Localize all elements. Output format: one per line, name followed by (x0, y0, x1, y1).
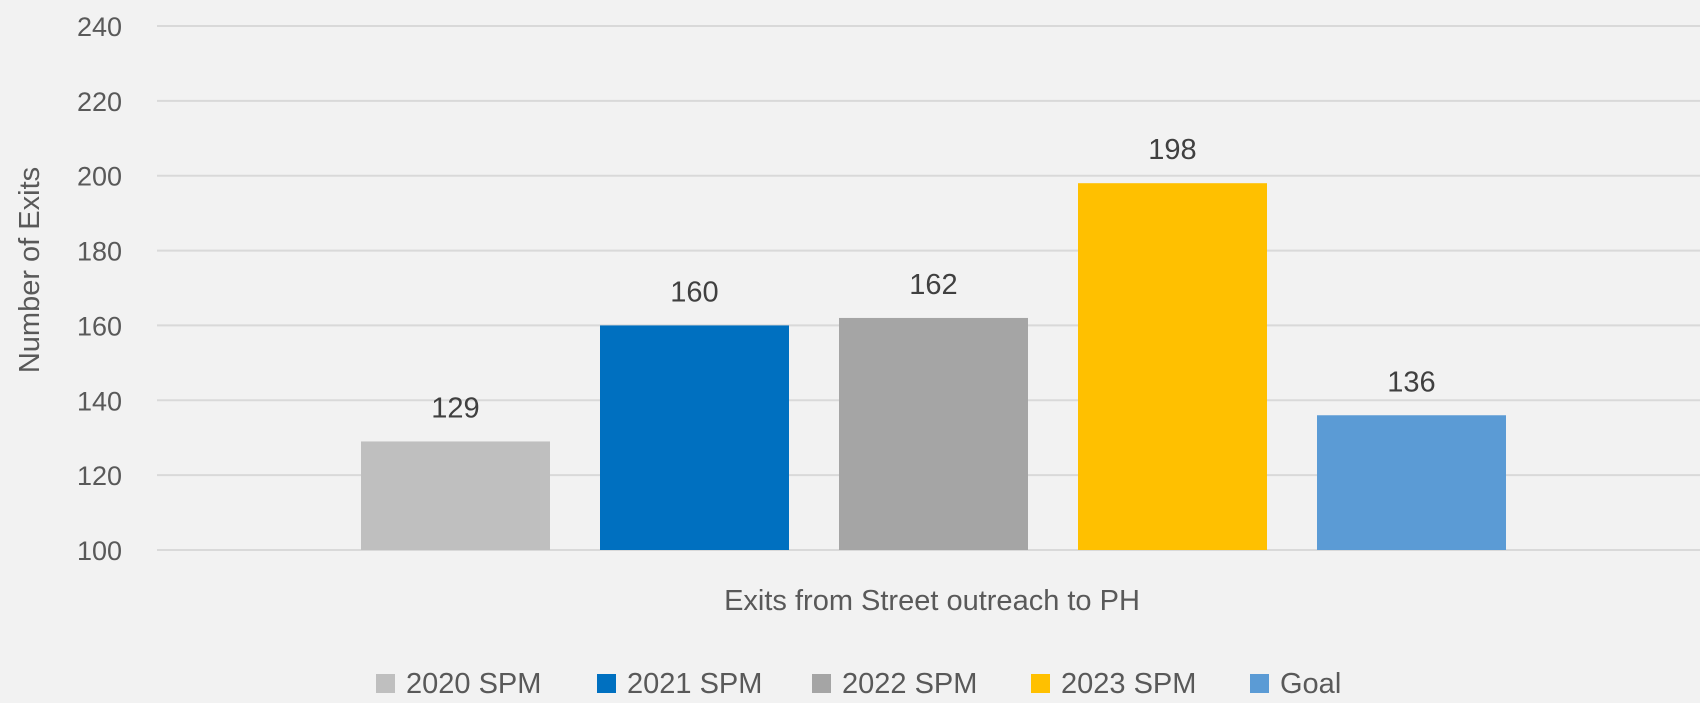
data-label: 160 (670, 276, 718, 308)
legend-swatch (597, 674, 616, 693)
bar (839, 317, 1028, 550)
data-labels: 129 160 162 198 136 (431, 134, 1435, 424)
legend-swatch (812, 674, 831, 693)
legend-item: 2022 SPM (812, 668, 977, 700)
legend: 2020 SPM 2021 SPM 2022 SPM 2023 SPM Goal (376, 668, 1341, 700)
y-tick-label: 200 (77, 162, 122, 192)
y-axis-title: Number of Exits (14, 167, 46, 373)
y-tick-label: 120 (77, 461, 122, 491)
x-axis-category-label: Exits from Street outreach to PH (724, 585, 1140, 617)
data-label: 129 (431, 392, 479, 424)
data-label: 198 (1148, 134, 1196, 166)
y-axis-ticks: 100 120 140 160 180 200 220 240 (77, 12, 122, 566)
y-tick-label: 100 (77, 536, 122, 566)
legend-item: Goal (1250, 668, 1341, 700)
y-tick-label: 220 (77, 87, 122, 117)
data-label: 162 (909, 269, 957, 301)
legend-swatch (1250, 674, 1269, 693)
legend-label: Goal (1280, 668, 1341, 698)
data-label: 136 (1387, 366, 1435, 398)
legend-label: 2023 SPM (1061, 668, 1196, 698)
legend-swatch (1031, 674, 1050, 693)
legend-item: 2020 SPM (376, 668, 541, 700)
legend-item: 2021 SPM (597, 668, 762, 700)
y-tick-label: 160 (77, 311, 122, 341)
legend-item: 2023 SPM (1031, 668, 1196, 700)
bars (361, 183, 1506, 550)
bar (361, 441, 550, 550)
legend-label: 2021 SPM (627, 668, 762, 698)
y-tick-label: 140 (77, 386, 122, 416)
y-tick-label: 180 (77, 237, 122, 267)
bar (1078, 183, 1267, 550)
bar (600, 325, 789, 550)
bar (1317, 415, 1506, 550)
legend-label: 2022 SPM (842, 668, 977, 698)
y-tick-label: 240 (77, 12, 122, 42)
legend-swatch (376, 674, 395, 693)
legend-label: 2020 SPM (406, 668, 541, 698)
